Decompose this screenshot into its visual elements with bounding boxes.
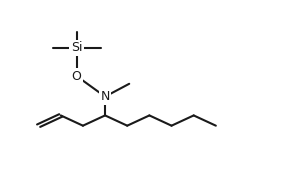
Text: N: N: [100, 90, 110, 103]
Text: O: O: [72, 70, 82, 83]
Text: Si: Si: [71, 41, 82, 54]
